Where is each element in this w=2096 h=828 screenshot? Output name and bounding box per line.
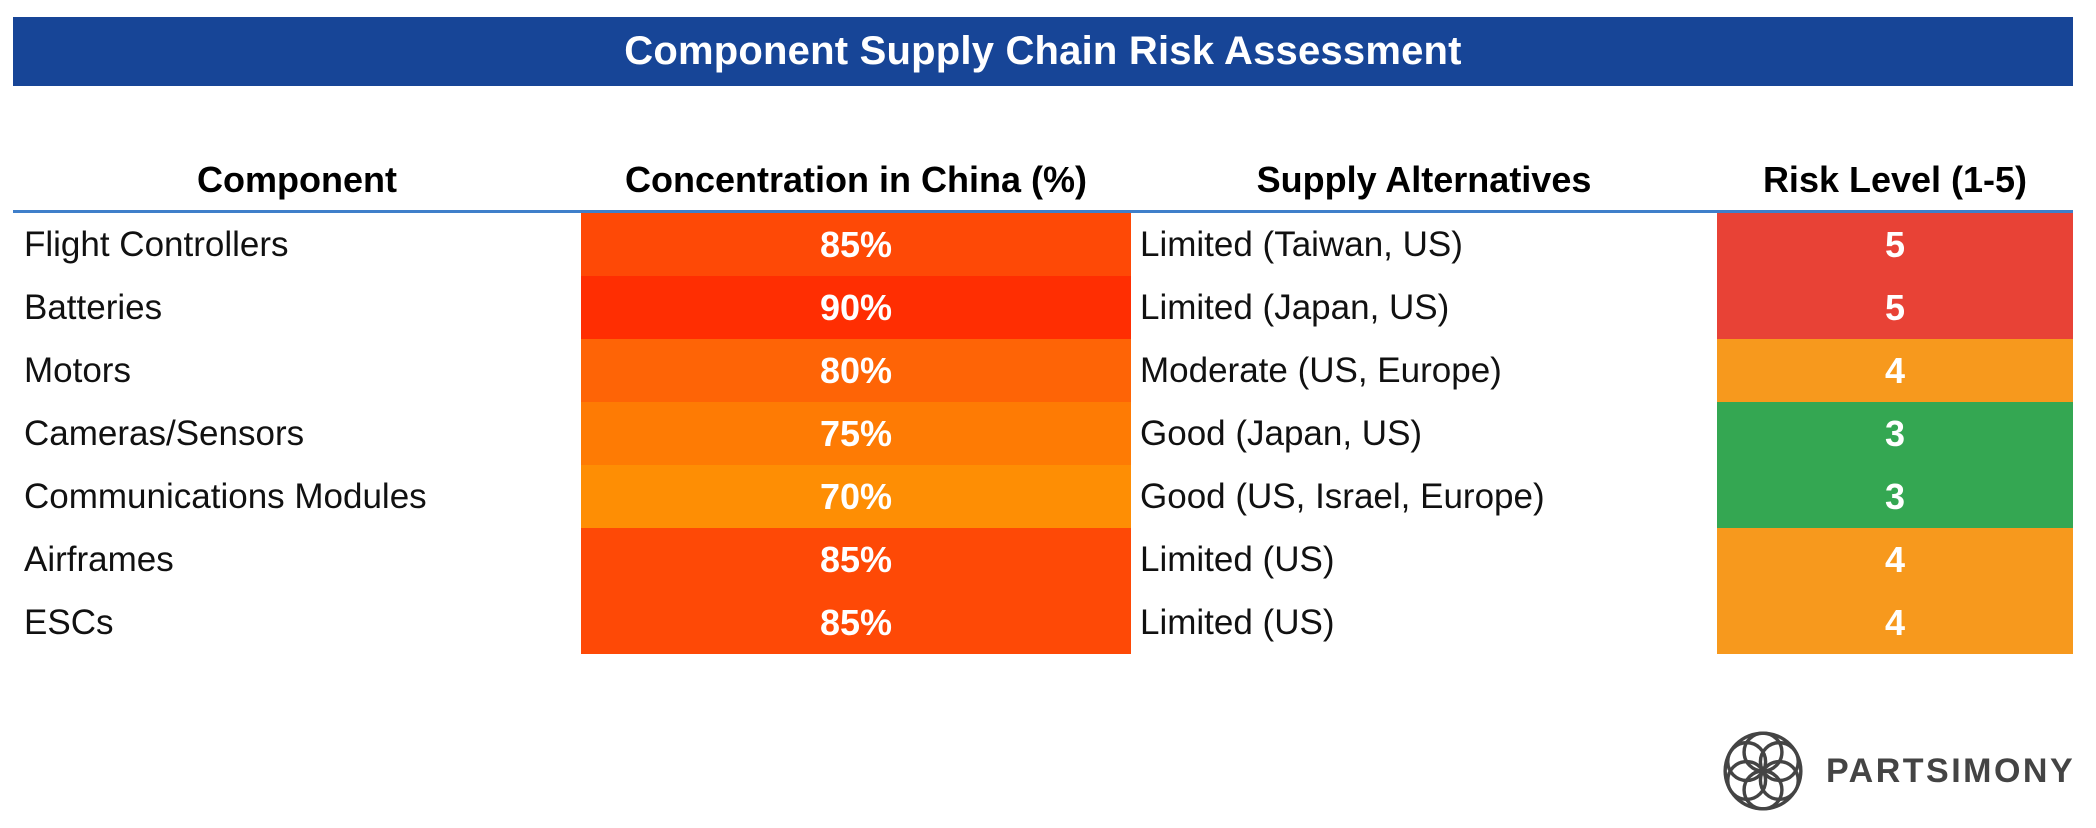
concentration-cell: 80% [581,339,1131,402]
component-name-cell: Flight Controllers [24,224,289,264]
column-header-risk: Risk Level (1-5) [1762,159,2028,200]
alternatives-cell: Limited (Taiwan, US) [1140,224,1463,264]
table-row: Cameras/Sensors 75% Good (Japan, US) 3 [13,402,2073,465]
table-body: Flight Controllers 85% Limited (Taiwan, US… [13,213,2073,654]
risk-level-cell: 5 [1717,213,2073,276]
concentration-cell: 85% [581,213,1131,276]
alternatives-cell: Good (Japan, US) [1140,413,1423,453]
concentration-cell: 70% [581,465,1131,528]
concentration-cell: 85% [581,591,1131,654]
risk-table: Component Concentration in China (%) Sup… [13,150,2073,654]
risk-level-cell: 4 [1717,528,2073,591]
partsimony-flower-icon [1723,731,1803,811]
column-header-alternatives: Supply Alternatives [1256,159,1592,200]
alternatives-cell: Moderate (US, Europe) [1140,350,1502,390]
alternatives-cell: Limited (US) [1140,602,1335,642]
table-header: Component Concentration in China (%) Sup… [13,150,2073,213]
alternatives-cell: Good (US, Israel, Europe) [1140,476,1545,516]
table-row: Communications Modules 70% Good (US, Israe… [13,465,2073,528]
table-row: Batteries 90% Limited (Japan, US) 5 [13,276,2073,339]
table-row: Airframes 85% Limited (US) 4 [13,528,2073,591]
component-name-cell: Communications Modules [24,476,427,516]
partsimony-logo: PARTSIMONY [1720,726,2075,816]
risk-level-cell: 5 [1717,276,2073,339]
title-bar: Component Supply Chain Risk Assessment [13,17,2073,86]
alternatives-cell: Limited (US) [1140,539,1335,579]
concentration-cell: 75% [581,402,1131,465]
component-name-cell: Batteries [24,287,163,327]
table-title: Component Supply Chain Risk Assessment [624,29,1462,73]
component-name-cell: Motors [24,350,131,390]
component-name-cell: Cameras/Sensors [24,413,305,453]
risk-level-cell: 4 [1717,339,2073,402]
component-name-cell: Airframes [24,539,174,579]
concentration-cell: 85% [581,528,1131,591]
column-header-component: Component [197,159,397,200]
alternatives-cell: Limited (Japan, US) [1140,287,1450,327]
concentration-cell: 90% [581,276,1131,339]
table-row: ESCs 85% Limited (US) 4 [13,591,2073,654]
component-name-cell: ESCs [24,602,114,642]
column-header-concentration: Concentration in China (%) [625,159,1087,200]
risk-level-cell: 3 [1717,465,2073,528]
table-row: Flight Controllers 85% Limited (Taiwan, US… [13,213,2073,276]
table-row: Motors 80% Moderate (US, Europe) 4 [13,339,2073,402]
brand-name: PARTSIMONY [1826,751,2076,790]
risk-level-cell: 4 [1717,591,2073,654]
risk-level-cell: 3 [1717,402,2073,465]
